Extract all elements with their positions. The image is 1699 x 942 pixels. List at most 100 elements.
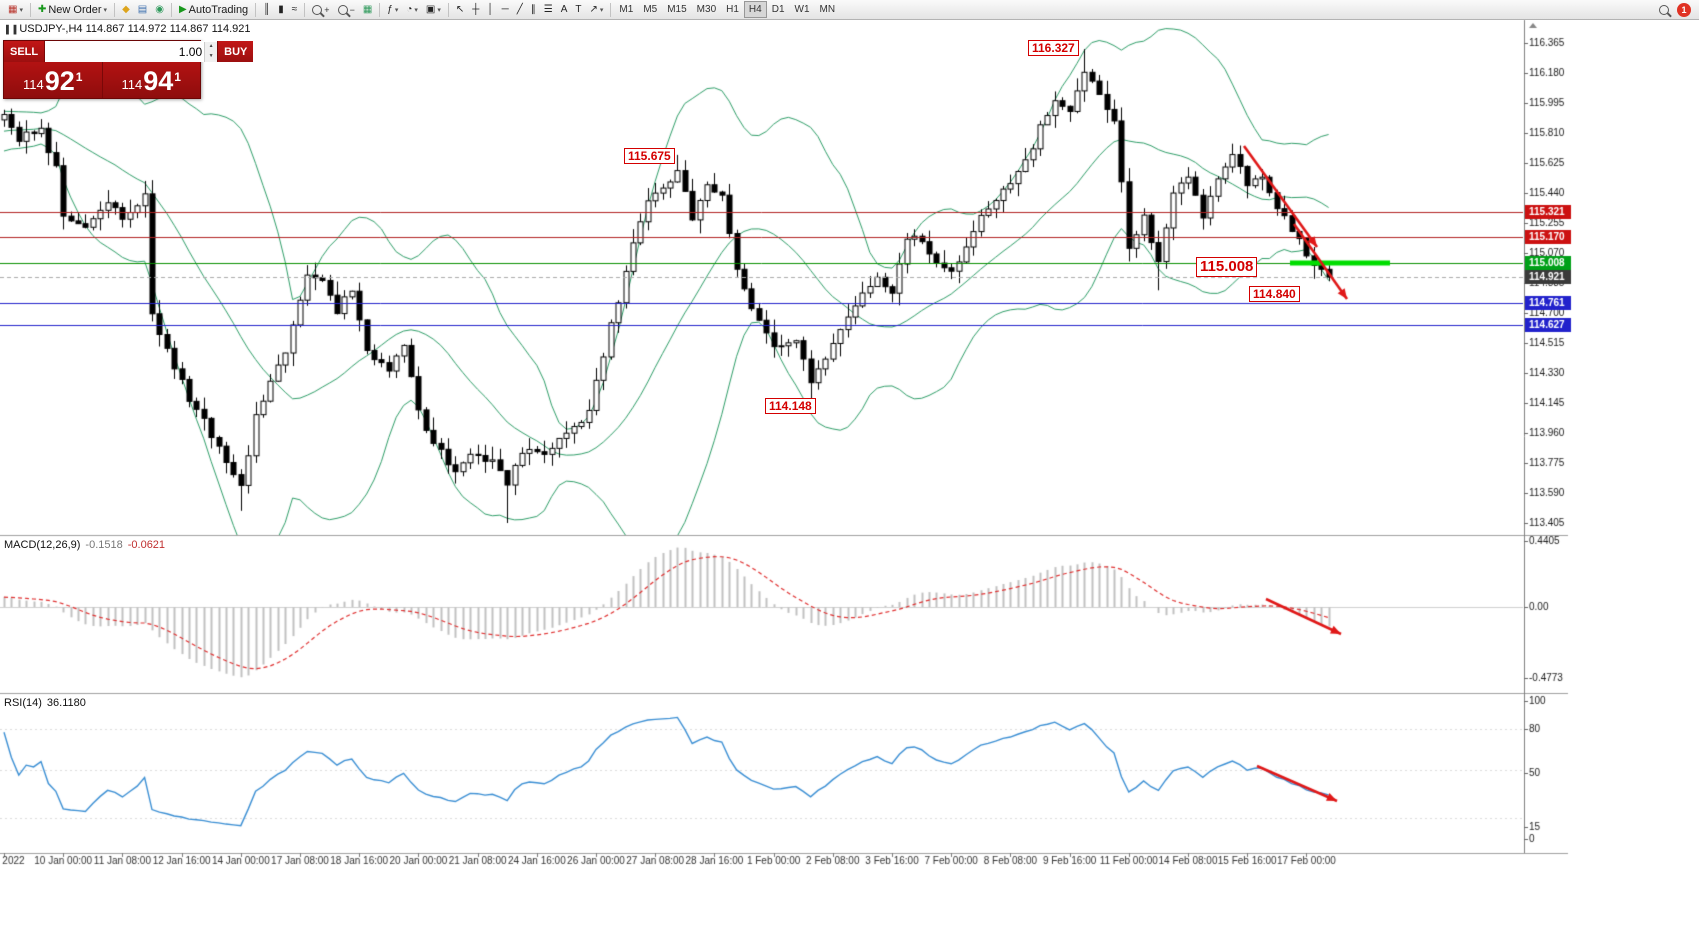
- sell-price-sup: 1: [75, 70, 83, 84]
- toolbar-separator: [170, 2, 172, 17]
- label-button[interactable]: T: [571, 1, 585, 18]
- navigator-icon: ◉: [155, 3, 164, 15]
- cursor-icon: ↖: [455, 3, 465, 15]
- fibonacci-button[interactable]: ☰: [540, 1, 557, 18]
- autotrading-button[interactable]: ▶ AutoTrading: [175, 1, 252, 18]
- metaeditor-button[interactable]: ◆: [118, 1, 134, 18]
- macd-value-main: -0.1518: [85, 539, 123, 551]
- channel-icon: ∥: [530, 3, 536, 15]
- trendline-button[interactable]: ╱: [513, 1, 527, 18]
- vline-button[interactable]: │: [483, 1, 497, 18]
- caret-down-icon: ▾: [437, 6, 441, 14]
- toolbar-separator: [379, 2, 381, 17]
- crosshair-button[interactable]: ┼: [468, 1, 483, 18]
- caret-down-icon: ▾: [414, 6, 418, 14]
- zoom-in-button[interactable]: +: [308, 1, 333, 18]
- crosshair-icon: ┼: [472, 3, 480, 15]
- magnifier-icon: [312, 4, 323, 15]
- tile-windows-icon: ▦: [362, 3, 373, 15]
- channel-button[interactable]: ∥: [527, 1, 540, 18]
- timeframe-H1[interactable]: H1: [721, 1, 744, 18]
- new-chart-button[interactable]: ▦ ▾: [4, 1, 27, 18]
- timeframe-M15[interactable]: M15: [662, 1, 691, 18]
- buy-button[interactable]: BUY: [218, 41, 254, 62]
- timeframe-M1[interactable]: M1: [614, 1, 638, 18]
- indicators-icon: ƒ: [387, 3, 393, 15]
- magnifier-icon: [337, 4, 348, 15]
- toolbar-right: 1: [1659, 2, 1695, 17]
- timeframe-M5[interactable]: M5: [638, 1, 662, 18]
- line-mode-button[interactable]: ≈: [288, 1, 302, 18]
- candles-mode-icon: ▮: [278, 3, 284, 15]
- buy-price-big: 94: [143, 66, 174, 96]
- line-mode-icon: ≈: [291, 3, 298, 15]
- toolbar-separator: [304, 2, 306, 17]
- market-watch-icon: ▤: [137, 3, 148, 15]
- caret-down-icon: ▾: [394, 6, 399, 14]
- label-icon: T: [575, 3, 582, 15]
- caret-down-icon: ▾: [599, 6, 604, 14]
- rsi-indicator-label: RSI(14) 36.1180: [4, 697, 86, 709]
- buy-price-prefix: 114: [121, 77, 143, 92]
- text-button[interactable]: A: [557, 1, 572, 18]
- zoom-out-button[interactable]: −: [334, 1, 359, 18]
- templates-button[interactable]: ▣ ▾: [422, 1, 445, 18]
- toolbar-separator: [447, 2, 449, 17]
- candlestick-chart-icon: ▌▐: [6, 24, 16, 34]
- market-watch-button[interactable]: ▤: [134, 1, 151, 18]
- price-annotation[interactable]: 115.675: [624, 148, 675, 164]
- sell-price-big: 92: [44, 66, 75, 96]
- sell-button[interactable]: SELL: [4, 41, 45, 62]
- toolbar-separator: [610, 2, 612, 17]
- arrows-icon: ↗: [589, 3, 598, 15]
- cursor-button[interactable]: ↖: [452, 1, 468, 18]
- buy-price[interactable]: 114 94 1: [103, 62, 201, 98]
- macd-value-signal: -0.0621: [127, 539, 166, 551]
- indicators-button[interactable]: ƒ ▾: [383, 1, 402, 18]
- tile-windows-button[interactable]: ▦: [359, 1, 376, 18]
- zoom-sign: −: [349, 4, 355, 15]
- notification-badge[interactable]: 1: [1677, 2, 1691, 17]
- symbol-info: ▌▐ USDJPY-,H4 114.867 114.972 114.867 11…: [6, 23, 251, 35]
- toolbar-separator: [29, 2, 31, 17]
- timeframe-D1[interactable]: D1: [767, 1, 790, 18]
- new-order-icon: ✚: [37, 3, 47, 15]
- rsi-name: RSI(14): [4, 697, 42, 709]
- new-order-button[interactable]: ✚ New Order ▾: [34, 1, 111, 18]
- volume-up-button[interactable]: ▲: [205, 41, 218, 52]
- volume-input[interactable]: [45, 44, 205, 59]
- macd-name: MACD(12,26,9): [4, 539, 81, 551]
- arrows-button[interactable]: ↗ ▾: [586, 1, 608, 18]
- navigator-button[interactable]: ◉: [151, 1, 168, 18]
- timeframe-H4[interactable]: H4: [743, 1, 767, 18]
- price-annotation[interactable]: 116.327: [1028, 40, 1079, 56]
- autotrading-button-label: AutoTrading: [188, 3, 249, 16]
- macd-indicator-label: MACD(12,26,9) -0.1518 -0.0621: [4, 539, 165, 551]
- buy-price-sup: 1: [174, 70, 181, 84]
- price-annotation[interactable]: 115.008: [1196, 257, 1258, 277]
- bars-mode-icon: ║: [263, 3, 271, 15]
- hline-button[interactable]: ─: [498, 1, 513, 18]
- candles-mode-button[interactable]: ▮: [274, 1, 288, 18]
- price-annotation[interactable]: 114.148: [765, 398, 816, 414]
- trendline-icon: ╱: [516, 3, 523, 15]
- new-order-button-label: New Order: [48, 3, 102, 16]
- volume-box: ▲ ▼: [44, 41, 219, 62]
- price-annotation[interactable]: 114.840: [1249, 286, 1300, 302]
- timeframe-W1[interactable]: W1: [790, 1, 815, 18]
- bars-mode-button[interactable]: ║: [259, 1, 274, 18]
- sell-price-prefix: 114: [23, 77, 44, 92]
- rsi-value: 36.1180: [46, 697, 86, 709]
- autotrading-icon: ▶: [178, 3, 187, 15]
- sell-price[interactable]: 114 92 1: [4, 62, 103, 98]
- caret-down-icon: ▾: [103, 6, 108, 14]
- search-icon[interactable]: [1659, 4, 1669, 15]
- caret-down-icon: ▾: [19, 6, 23, 14]
- new-chart-icon: ▦: [8, 3, 18, 15]
- timeframe-M30[interactable]: M30: [692, 1, 721, 18]
- timeframe-MN[interactable]: MN: [815, 1, 841, 18]
- volume-down-button[interactable]: ▼: [205, 51, 218, 62]
- periods-button[interactable]: ◔ ▾: [402, 1, 422, 18]
